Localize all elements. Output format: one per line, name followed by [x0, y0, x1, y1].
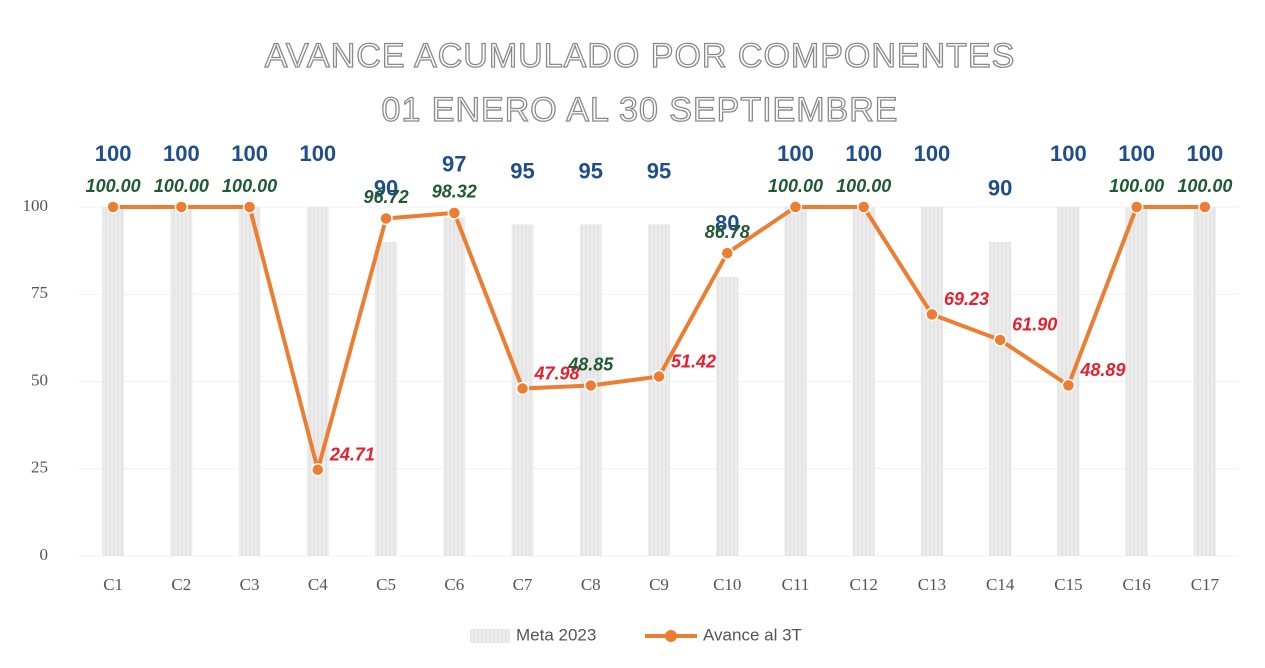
marker	[515, 381, 530, 396]
bar-value-label: 100	[163, 141, 200, 166]
bar	[443, 217, 466, 556]
bar	[920, 207, 943, 556]
marker	[447, 206, 462, 220]
marker	[1129, 200, 1144, 214]
bar-value-label: 100	[1050, 141, 1087, 166]
bar-value-label: 95	[647, 158, 671, 183]
x-tick-label: C17	[1191, 575, 1220, 594]
bar-value-label: 90	[988, 176, 1012, 201]
x-tick-label: C16	[1122, 575, 1150, 594]
bar-value-label: 80	[715, 211, 739, 236]
bar-value-label: 90	[374, 176, 398, 201]
marker	[1198, 200, 1212, 214]
x-tick-label: C9	[649, 575, 669, 594]
bar	[852, 207, 875, 556]
bar-value-label: 100	[95, 141, 132, 166]
line-value-label: 100.00	[768, 176, 823, 196]
x-tick-label: C14	[986, 575, 1015, 594]
y-tick-label: 0	[40, 545, 49, 564]
marker	[174, 200, 189, 214]
x-tick-label: C11	[782, 575, 810, 594]
marker	[788, 200, 803, 214]
bar-value-label: 95	[510, 158, 534, 183]
line-value-label: 100.00	[222, 176, 277, 196]
x-tick-label: C6	[444, 575, 464, 594]
bar	[648, 224, 670, 556]
y-tick-label: 25	[31, 458, 48, 477]
marker	[106, 200, 120, 214]
bar	[989, 241, 1012, 556]
marker	[584, 378, 598, 393]
bar	[238, 207, 261, 556]
x-tick-label: C7	[513, 575, 533, 594]
y-tick-label: 75	[31, 283, 48, 302]
line-value-label: 96.72	[364, 187, 409, 207]
x-tick-label: C5	[376, 575, 396, 594]
bar	[1125, 207, 1148, 556]
bar-value-label: 100	[299, 141, 336, 166]
line-value-label: 100.00	[1177, 176, 1232, 196]
marker	[925, 307, 939, 322]
line-value-label: 51.42	[671, 351, 716, 371]
bar	[1193, 207, 1216, 556]
x-tick-label: C8	[581, 575, 601, 594]
line-value-label: 47.98	[534, 363, 580, 383]
line-value-label: 48.89	[1079, 360, 1125, 380]
marker	[652, 369, 666, 384]
y-tick-label: 50	[31, 370, 48, 389]
legend-label: Meta 2023	[516, 625, 596, 644]
line-value-label: 100.00	[154, 176, 209, 196]
x-tick-label: C3	[240, 575, 260, 594]
bar-value-label: 100	[231, 141, 268, 166]
bar	[102, 207, 125, 556]
x-tick-label: C13	[918, 575, 946, 594]
bar-value-label: 100	[1118, 141, 1155, 166]
x-tick-label: C12	[850, 575, 878, 594]
marker	[379, 211, 393, 226]
line-value-label: 24.71	[329, 445, 375, 465]
line-value-label: 98.32	[432, 182, 477, 202]
bar-value-label: 100	[845, 141, 882, 166]
x-tick-label: C4	[308, 575, 328, 594]
bar-value-label: 97	[442, 151, 466, 176]
marker	[993, 333, 1007, 347]
line-value-label: 86.78	[705, 222, 750, 242]
line-value-label: 69.23	[944, 289, 989, 309]
bar	[306, 207, 329, 556]
marker	[856, 200, 871, 214]
line-value-label: 61.90	[1012, 315, 1057, 335]
line-value-label: 48.85	[567, 354, 614, 374]
x-tick-label: C1	[103, 575, 123, 594]
bar-value-label: 100	[1187, 141, 1224, 166]
bar	[170, 207, 193, 556]
legend-swatch	[665, 630, 677, 642]
bar-value-label: 100	[914, 141, 951, 166]
x-tick-label: C10	[713, 575, 741, 594]
marker	[1061, 378, 1076, 393]
bar	[375, 241, 398, 556]
line-value-label: 100.00	[1109, 176, 1164, 196]
marker	[311, 463, 325, 477]
legend-swatch	[470, 629, 510, 643]
x-tick-label: C15	[1054, 575, 1082, 594]
bar-value-label: 100	[777, 141, 814, 166]
x-tick-label: C2	[171, 575, 191, 594]
y-tick-label: 100	[23, 196, 49, 215]
marker	[242, 200, 257, 214]
bar-value-label: 95	[579, 158, 603, 183]
line-value-label: 100.00	[86, 176, 141, 196]
line-value-label: 100.00	[836, 176, 891, 196]
legend-label: Avance al 3T	[703, 625, 802, 644]
chart-subtitle: 01 ENERO AL 30 SEPTIEMBRE	[382, 91, 899, 129]
bar	[716, 276, 739, 556]
bar	[784, 207, 807, 556]
marker	[720, 246, 734, 260]
chart-title: AVANCE ACUMULADO POR COMPONENTES	[265, 37, 1016, 75]
